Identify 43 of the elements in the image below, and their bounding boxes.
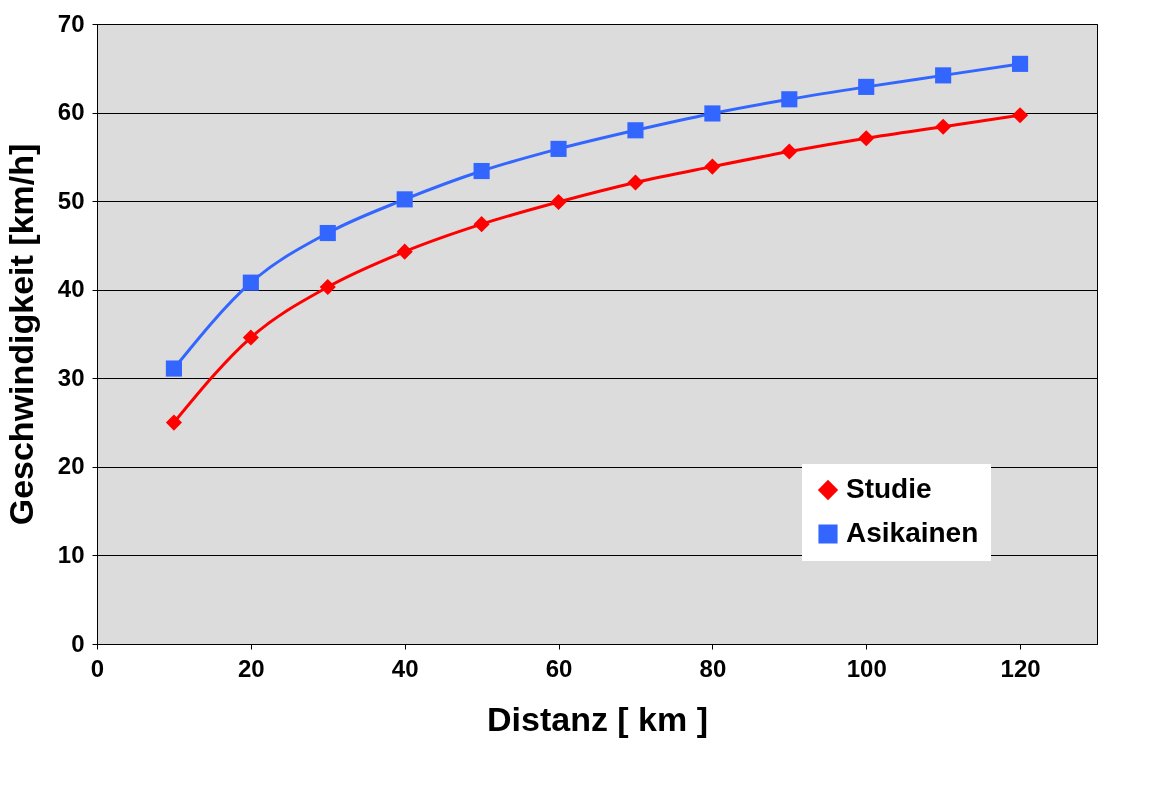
point (704, 158, 721, 175)
point (781, 91, 798, 108)
y-tick-label: 40 (57, 275, 85, 303)
x-tick-label: 80 (699, 654, 727, 682)
point (1012, 55, 1029, 72)
point (781, 143, 798, 160)
x-tick-label: 20 (237, 654, 265, 682)
point (319, 279, 336, 296)
y-tick-label: 50 (57, 186, 85, 214)
y-tick-label: 70 (57, 9, 85, 37)
point (1012, 107, 1029, 124)
legend-label: Asikainen (846, 517, 979, 548)
y-tick-label: 30 (57, 363, 85, 391)
x-tick-label: 100 (846, 654, 887, 682)
point (627, 122, 644, 139)
point (858, 130, 875, 147)
legend-label: Studie (846, 473, 932, 504)
point (473, 216, 490, 233)
x-axis-title: Distanz [ km ] (486, 699, 709, 738)
point (935, 67, 952, 84)
point (704, 105, 721, 122)
y-tick-label: 20 (57, 452, 85, 480)
y-tick-label: 0 (71, 629, 85, 657)
y-tick-label: 10 (57, 540, 85, 568)
point (319, 224, 336, 242)
point (396, 191, 413, 208)
x-tick-label: 0 (90, 654, 105, 682)
point (242, 329, 259, 346)
x-tick-label: 40 (391, 654, 419, 682)
point (473, 162, 490, 180)
point (165, 360, 182, 377)
point (242, 274, 259, 291)
x-tick-label: 60 (545, 654, 573, 682)
point (550, 140, 567, 157)
y-axis-title: Geschwindigkeit [km/h] (1, 143, 40, 526)
x-tick-label: 120 (1000, 654, 1041, 682)
point (165, 414, 182, 431)
point (858, 78, 875, 95)
point (935, 118, 952, 135)
point (396, 243, 413, 260)
point (627, 174, 644, 191)
point (550, 193, 567, 211)
y-tick-label: 60 (57, 98, 85, 126)
